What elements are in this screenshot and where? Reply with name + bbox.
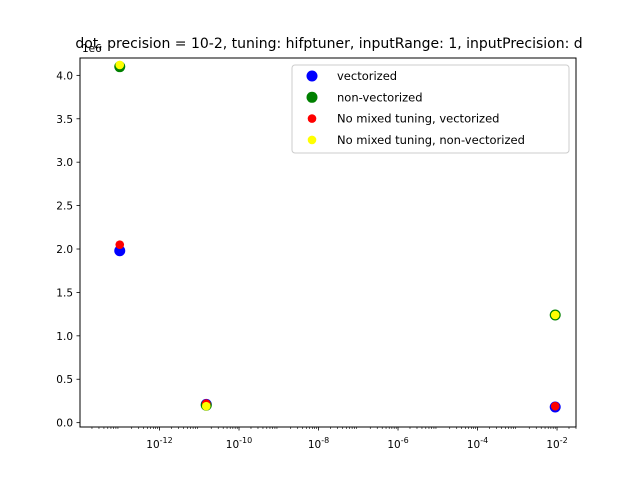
legend: vectorized non-vectorized No mixed tuning,… [291, 64, 570, 154]
x-tick-label: 10-8 [308, 436, 329, 451]
data-point-series-0 [114, 245, 126, 257]
legend-label-3: No mixed tuning, non-vectorized [337, 133, 525, 147]
y-tick-label: 0.5 [56, 374, 73, 386]
x-tick-label: 10-10 [226, 436, 252, 451]
data-point-series-2 [550, 401, 560, 411]
data-point-series-3 [201, 401, 211, 411]
plot-frame [79, 57, 577, 428]
legend-marker-1 [306, 91, 318, 103]
x-tick-label: 10-4 [467, 436, 488, 451]
legend-marker-2 [307, 114, 317, 123]
data-point-series-2 [115, 240, 125, 249]
y-axis: 0.0 0.5 1.0 1.5 2.0 2.5 3.0 3.5 4.0 [56, 70, 80, 430]
x-tick-label: 10-2 [546, 436, 567, 451]
data-point-series-3 [550, 310, 560, 320]
y-tick-label: 3.5 [56, 114, 73, 126]
x-tick-label: 10-12 [146, 436, 172, 451]
legend-box [291, 64, 570, 154]
y-tick-label: 3.0 [56, 157, 73, 169]
x-axis: 10-12 10-10 10-8 10-6 10-4 10-2 [91, 427, 577, 451]
y-offset-label: 1e6 [82, 43, 102, 55]
legend-label-2: No mixed tuning, vectorized [337, 112, 499, 126]
x-tick-label: 10-6 [387, 436, 408, 451]
points-layer [114, 60, 561, 413]
y-tick-label: 1.5 [56, 287, 73, 299]
chart-title: dot, precision = 10-2, tuning: hifptuner… [75, 36, 582, 52]
y-tick-label: 0.0 [56, 418, 73, 430]
data-point-series-3 [115, 60, 125, 70]
y-tick-label: 1.0 [56, 331, 73, 343]
legend-marker-3 [307, 135, 317, 145]
y-tick-label: 2.0 [56, 244, 73, 256]
legend-label-1: non-vectorized [337, 90, 423, 104]
legend-label-0: vectorized [337, 69, 397, 83]
legend-marker-0 [306, 70, 318, 82]
y-tick-label: 2.5 [56, 201, 73, 213]
y-tick-label: 4.0 [56, 70, 73, 82]
